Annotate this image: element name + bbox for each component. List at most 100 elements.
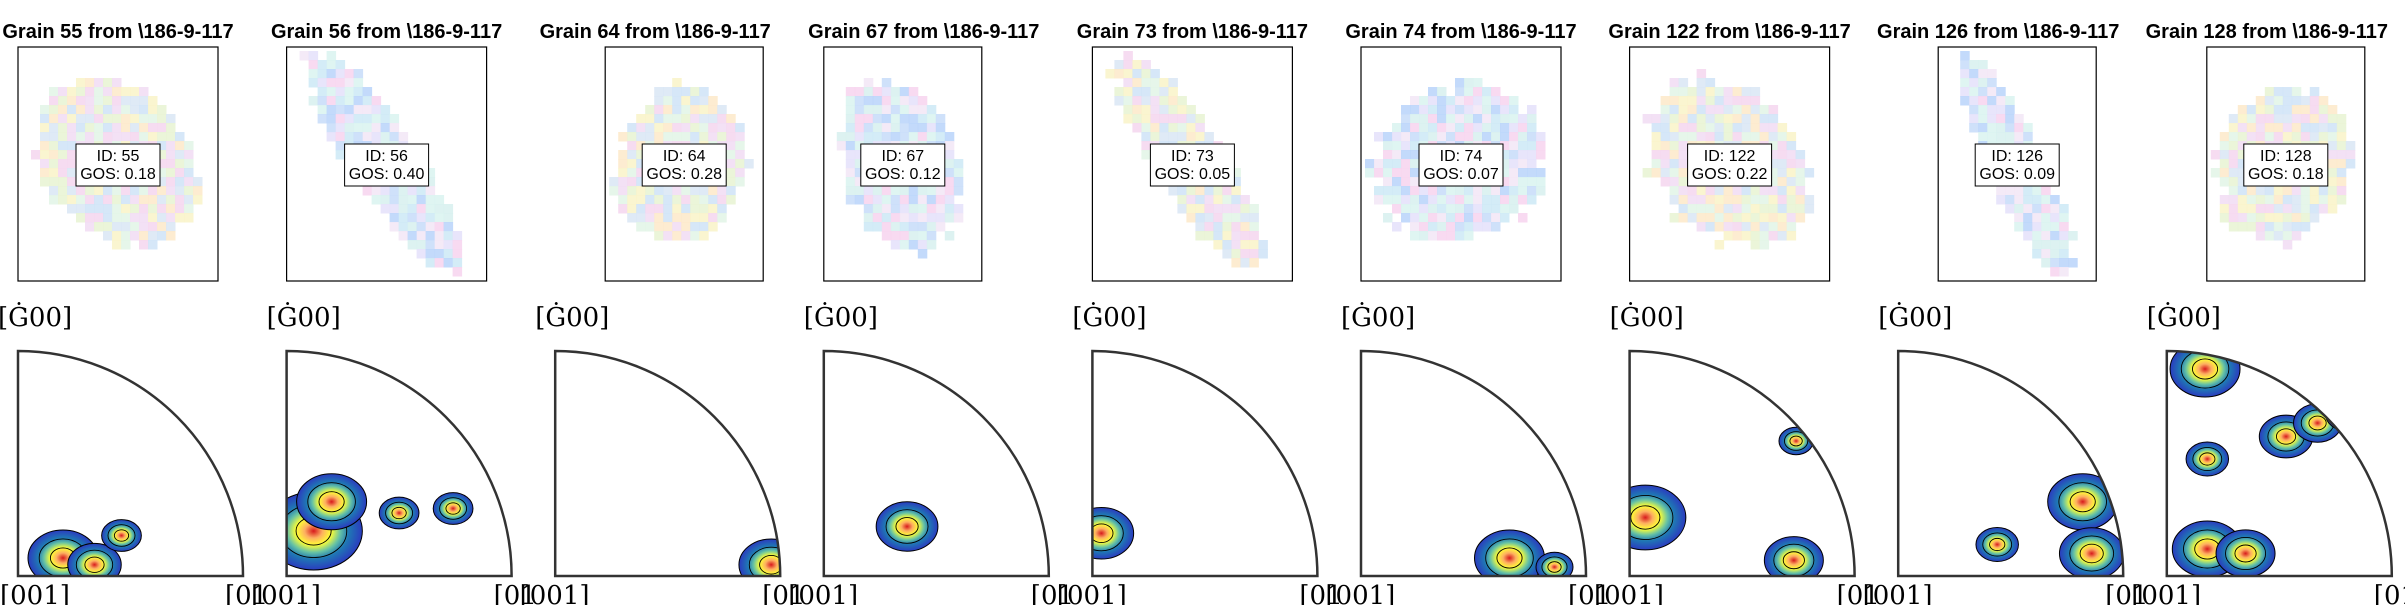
map-pixel <box>735 141 745 151</box>
map-pixel <box>1240 249 1250 259</box>
map-pixel <box>1195 195 1205 205</box>
map-pixel <box>2005 123 2015 133</box>
density-peak <box>2215 529 2276 576</box>
map-pixel <box>1996 132 2006 142</box>
map-pixel <box>1518 195 1528 205</box>
map-pixel <box>1132 69 1142 79</box>
map-pixel <box>1186 132 1196 142</box>
map-pixel <box>926 204 937 214</box>
map-pixel <box>121 231 131 241</box>
map-pixel <box>926 186 937 196</box>
map-pixel <box>1536 168 1546 178</box>
map-pixel <box>434 249 445 259</box>
map-pixel <box>863 105 874 115</box>
map-pixel <box>58 96 68 106</box>
map-pixel <box>1428 87 1438 97</box>
map-pixel <box>49 96 59 106</box>
map-pixel <box>1996 87 2006 97</box>
map-pixel <box>2032 195 2042 205</box>
ipf-top-label: [Ġ00] <box>1610 301 1684 333</box>
map-pixel <box>335 87 346 97</box>
map-pixel <box>1195 213 1205 223</box>
map-pixel <box>1410 213 1420 223</box>
map-pixel <box>1759 240 1770 250</box>
map-pixel <box>926 123 937 133</box>
ipf-bottom-left-label: [001] <box>1863 581 1933 605</box>
map-pixel <box>926 240 937 250</box>
map-pixel <box>398 231 409 241</box>
grain-title: Grain 128 from \186-9-117 <box>2146 21 2388 43</box>
map-pixel <box>103 222 113 232</box>
map-pixel <box>699 195 709 205</box>
map-pixel <box>353 78 364 88</box>
map-pixel <box>1464 87 1474 97</box>
map-pixel <box>636 114 646 124</box>
ipf-top-label: [Ġ00] <box>1341 301 1415 333</box>
map-pixel <box>1750 240 1761 250</box>
map-pixel <box>2345 141 2356 151</box>
map-pixel <box>1696 105 1707 115</box>
map-pixel <box>2264 204 2275 214</box>
map-pixel <box>1987 105 1997 115</box>
map-pixel <box>1410 195 1420 205</box>
map-pixel <box>139 186 149 196</box>
map-pixel <box>2041 186 2051 196</box>
map-pixel <box>1509 204 1519 214</box>
map-pixel <box>1258 249 1268 259</box>
map-pixel <box>1500 141 1510 151</box>
map-pixel <box>926 114 937 124</box>
map-pixel <box>103 213 113 223</box>
map-pixel <box>31 150 41 160</box>
map-pixel <box>854 141 865 151</box>
map-pixel <box>717 132 727 142</box>
map-pixel <box>1240 195 1250 205</box>
map-pixel <box>94 186 104 196</box>
map-pixel <box>836 141 847 151</box>
map-pixel <box>67 186 77 196</box>
map-pixel <box>699 186 709 196</box>
map-pixel <box>1473 105 1483 115</box>
map-pixel <box>2318 204 2329 214</box>
map-pixel <box>1491 87 1501 97</box>
map-pixel <box>726 150 736 160</box>
map-pixel <box>2237 150 2248 160</box>
map-pixel <box>908 96 919 106</box>
map-pixel <box>717 204 727 214</box>
label-box <box>1974 143 2060 187</box>
map-pixel <box>1669 114 1680 124</box>
map-pixel <box>434 222 445 232</box>
map-pixel <box>1365 159 1375 169</box>
map-pixel <box>654 123 664 133</box>
map-pixel <box>184 150 194 160</box>
map-pixel <box>1159 123 1169 133</box>
map-pixel <box>49 141 59 151</box>
map-pixel <box>708 204 718 214</box>
map-pixel <box>690 195 700 205</box>
map-pixel <box>1509 105 1519 115</box>
map-pixel <box>130 195 140 205</box>
map-pixel <box>1392 132 1402 142</box>
map-pixel <box>1714 132 1725 142</box>
map-pixel <box>362 105 373 115</box>
map-pixel <box>2005 132 2015 142</box>
map-pixel <box>1437 231 1447 241</box>
map-pixel <box>1642 114 1653 124</box>
map-pixel <box>1777 213 1788 223</box>
map-pixel <box>2068 258 2078 268</box>
map-pixel <box>2291 213 2302 223</box>
contour-line <box>2058 482 2107 522</box>
map-pixel <box>917 123 928 133</box>
map-pixel <box>1723 195 1734 205</box>
map-pixel <box>58 186 68 196</box>
map-pixel <box>1428 123 1438 133</box>
map-pixel <box>175 186 185 196</box>
map-pixel <box>1750 132 1761 142</box>
density-peak <box>296 473 368 531</box>
map-pixel <box>1651 132 1662 142</box>
map-pixel <box>112 132 122 142</box>
map-pixel <box>1669 168 1680 178</box>
map-pixel <box>2014 204 2024 214</box>
